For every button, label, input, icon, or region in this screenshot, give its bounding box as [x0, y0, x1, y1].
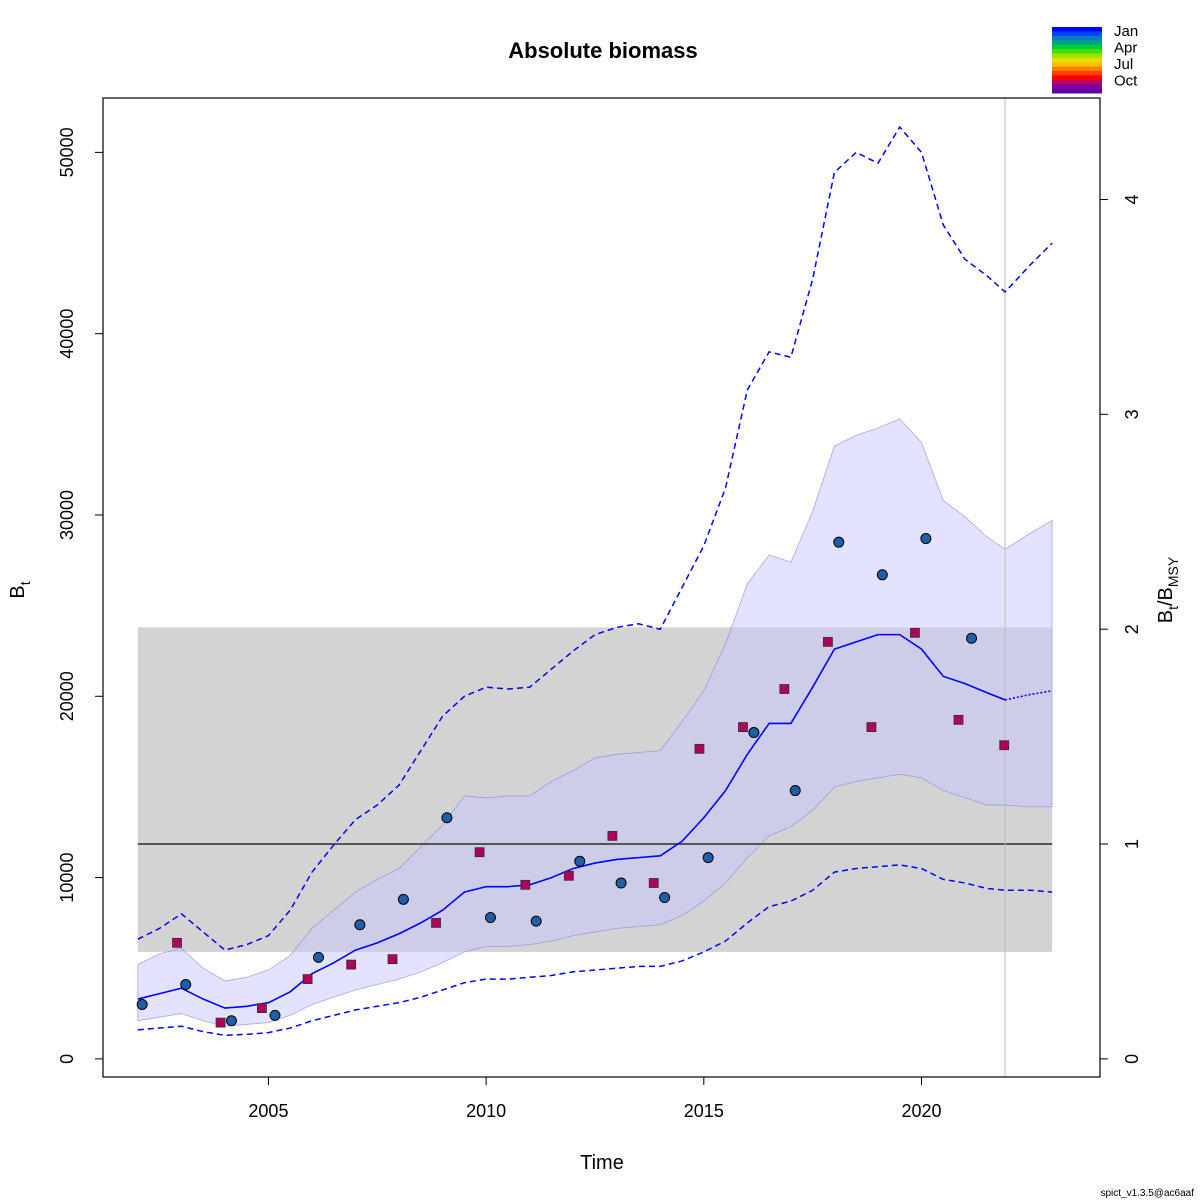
legend-color-swatch — [1052, 62, 1102, 68]
legend-label: Jan — [1114, 23, 1138, 40]
index2-point — [648, 878, 659, 888]
index1-point — [354, 919, 366, 931]
y-axis-tick-label: 30000 — [57, 490, 77, 540]
version-footer: spict_v1.3.5@ac6aaf — [1100, 1188, 1194, 1199]
index1-point — [484, 911, 496, 923]
legend-color-swatch — [1052, 35, 1102, 41]
legend-label: Oct — [1114, 73, 1138, 90]
y-axis-tick-label: 10000 — [57, 853, 77, 903]
y-axis-tick-label: 0 — [57, 1054, 77, 1064]
index2-point — [779, 684, 790, 694]
index1-point — [615, 877, 627, 889]
x-axis-tick-label: 2010 — [466, 1101, 506, 1121]
index1-point — [876, 569, 888, 581]
legend-label: Apr — [1114, 40, 1137, 57]
index2-point — [563, 870, 574, 881]
legend-color-swatch — [1052, 44, 1102, 50]
index1-point — [180, 979, 192, 991]
y-axis-title: Bt — [7, 581, 33, 598]
index2-point — [474, 847, 485, 858]
index1-point — [833, 536, 845, 548]
legend-color-swatch — [1052, 75, 1102, 81]
legend-color-swatch — [1052, 49, 1102, 54]
index2-point — [910, 627, 920, 638]
axes: 2005 2010 2015 2020 0 10000 20000 30000 40000 500… — [57, 127, 1142, 1121]
legend-color-swatch — [1052, 53, 1102, 59]
index1-point — [789, 785, 801, 797]
y2-axis-title-sep: /B — [1155, 587, 1177, 606]
legend-color-swatch — [1052, 27, 1102, 32]
chart-title: Absolute biomass — [508, 38, 697, 63]
index1-point — [920, 533, 932, 545]
biomass-forecast-line — [1004, 690, 1053, 701]
y2-axis-title-sub2: MSY — [1165, 556, 1181, 587]
index1-point — [530, 915, 542, 927]
index2-point — [999, 740, 1010, 751]
x-axis-tick-label: 2015 — [684, 1101, 724, 1121]
x-axis-title: Time — [580, 1152, 624, 1174]
legend-color-swatch — [1052, 31, 1102, 37]
legend-color-swatch — [1052, 88, 1102, 94]
index2-point — [953, 714, 964, 725]
legend-color-swatch — [1052, 71, 1102, 76]
index1-point — [269, 1009, 281, 1021]
y2-axis-tick-label: 0 — [1122, 1054, 1142, 1064]
y-axis-title-subscript: t — [17, 581, 33, 585]
index2-point — [346, 959, 357, 970]
index1-point — [574, 855, 586, 867]
index2-point — [607, 830, 618, 841]
legend-color-swatch — [1052, 79, 1102, 85]
y2-axis-title: Bt/BMSY — [1155, 556, 1181, 623]
index1-point — [659, 892, 671, 904]
legend-color-swatch — [1052, 57, 1102, 63]
y2-axis-tick-label: 4 — [1122, 195, 1142, 205]
y-axis-title-base: B — [7, 585, 29, 598]
index2-point — [257, 1003, 267, 1014]
index2-point — [172, 937, 182, 948]
y-axis-tick-label: 50000 — [57, 127, 77, 177]
biomass-ci-upper-line — [137, 125, 1053, 951]
index1-point — [397, 893, 409, 905]
index1-point — [702, 852, 714, 864]
plot-area — [136, 98, 1053, 1077]
index2-point — [431, 917, 441, 928]
index2-point — [738, 722, 748, 732]
index2-point — [387, 954, 398, 965]
x-axis-tick-label: 2005 — [248, 1101, 288, 1121]
legend-color-swatch — [1052, 66, 1102, 72]
index2-point — [302, 974, 313, 984]
legend-color-swatch — [1052, 84, 1102, 90]
index2-point — [866, 722, 877, 732]
index1-point — [136, 998, 148, 1010]
y2-axis-tick-label: 3 — [1122, 409, 1142, 419]
y2-axis-tick-label: 2 — [1122, 624, 1142, 634]
y2-axis-tick-label: 1 — [1122, 839, 1142, 849]
index1-point — [966, 632, 978, 644]
y2-axis-title-base: B — [1155, 610, 1177, 623]
biomass-estimate-line — [137, 633, 1006, 1009]
y-axis-tick-label: 40000 — [57, 309, 77, 359]
legend-color-swatch — [1052, 40, 1102, 46]
index2-point — [694, 743, 705, 754]
biomass-ci-lower-line — [137, 864, 1053, 1037]
index1-point — [441, 812, 453, 824]
index1-point — [225, 1015, 237, 1027]
y-axis-tick-label: 20000 — [57, 671, 77, 721]
index2-point — [822, 636, 833, 647]
index1-point — [748, 727, 760, 739]
x-axis-tick-label: 2020 — [901, 1101, 941, 1121]
index2-point — [520, 879, 531, 890]
index2-point — [215, 1017, 226, 1028]
index1-point — [313, 951, 325, 963]
legend-label: Jul — [1114, 56, 1133, 73]
plot-frame — [102, 97, 1101, 1078]
y2-axis-title-sub1: t — [1165, 606, 1181, 610]
